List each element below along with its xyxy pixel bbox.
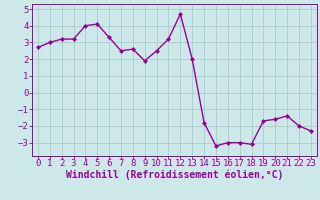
X-axis label: Windchill (Refroidissement éolien,°C): Windchill (Refroidissement éolien,°C) (66, 170, 283, 180)
